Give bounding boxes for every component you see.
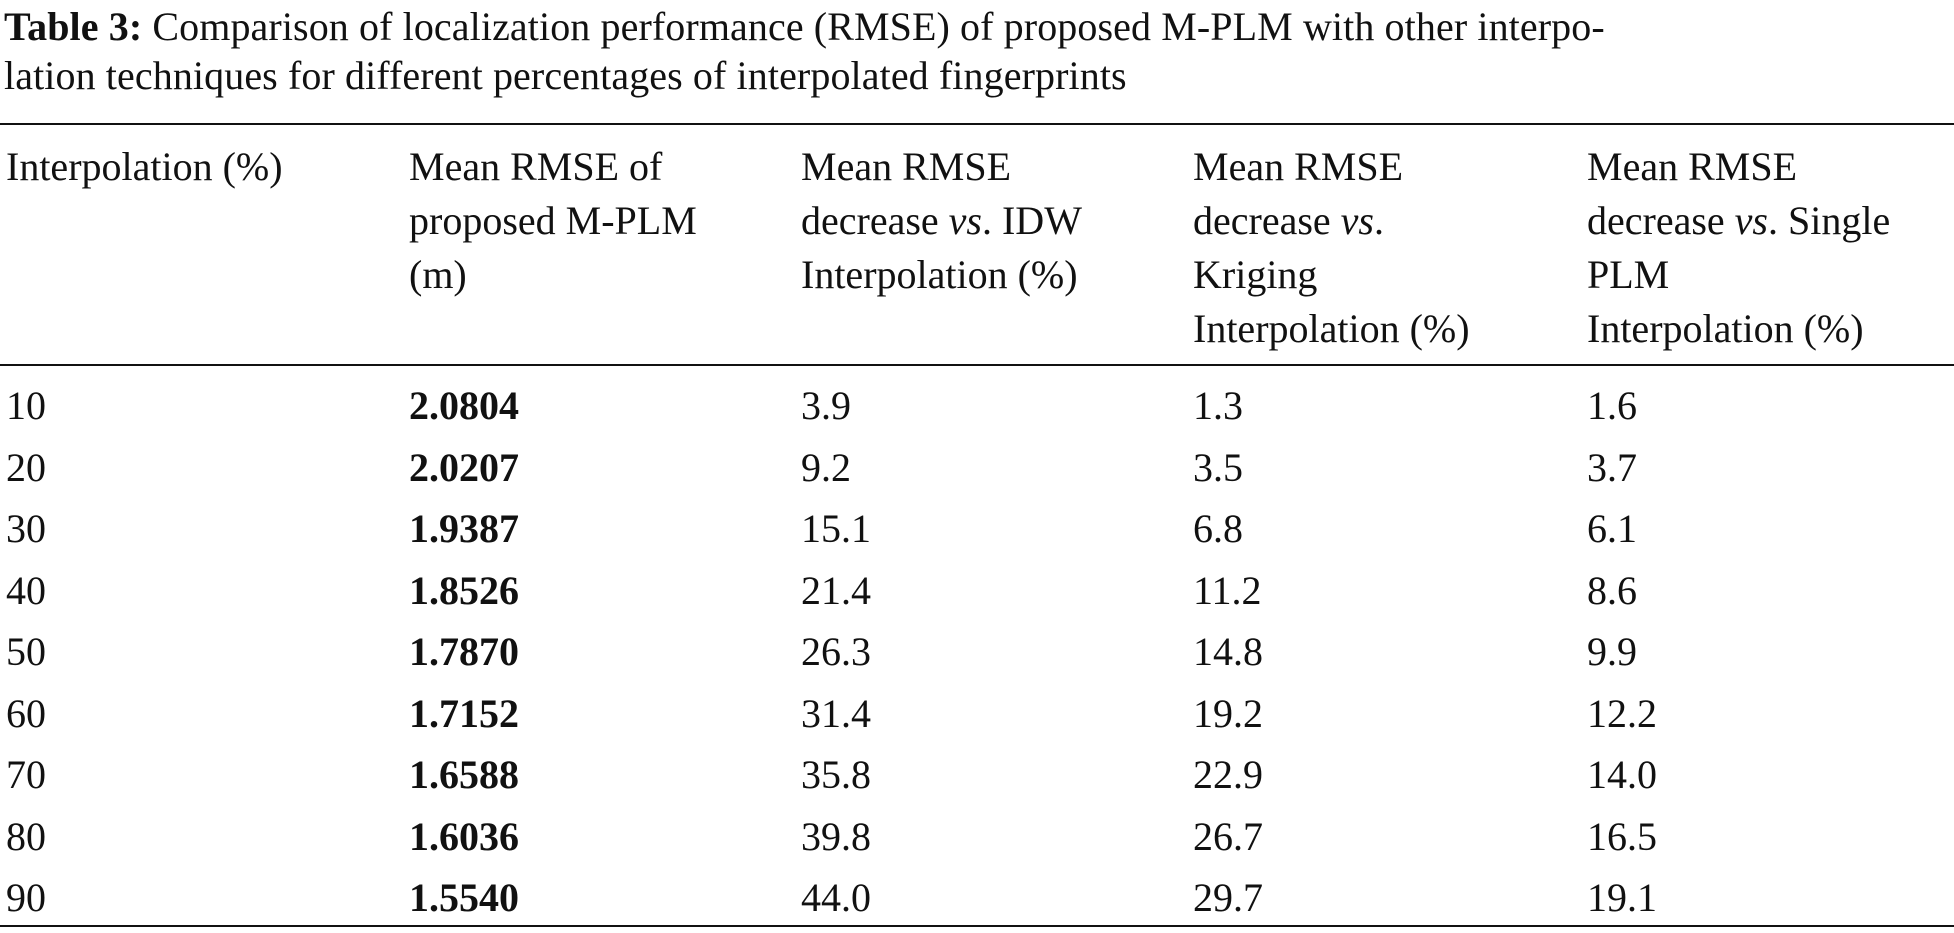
cell-vs-idw: 44.0 [801, 875, 871, 920]
cell-interpolation: 30 [6, 506, 46, 551]
cell-interpolation: 60 [6, 690, 46, 736]
cell-mean-rmse: 1.9387 [409, 506, 519, 551]
header-text: decrease [801, 198, 949, 243]
cell-vs-kriging: 3.5 [1193, 444, 1243, 490]
header-vs-kriging: Mean RMSE decrease vs. Kriging Interpola… [1193, 140, 1470, 356]
table-row: 10 2.0804 3.9 1.3 1.6 [0, 375, 1954, 437]
header-text-line: decrease vs. IDW [801, 194, 1082, 248]
header-rule [0, 364, 1954, 366]
cell-mean-rmse: 1.7152 [409, 690, 519, 736]
header-text: Interpolation (%) [6, 144, 283, 189]
cell-mean-rmse: 1.6036 [409, 813, 519, 859]
header-text: Interpolation (%) [1587, 306, 1864, 351]
cell-mean-rmse: 2.0804 [409, 383, 519, 428]
cell-vs-idw: 21.4 [801, 567, 871, 613]
table-body: 10 2.0804 3.9 1.3 1.6 20 2.0207 9.2 3.5 … [0, 375, 1954, 929]
header-text: decrease [1587, 198, 1735, 243]
table-row: 70 1.6588 35.8 22.9 14.0 [0, 744, 1954, 806]
header-text: Kriging [1193, 252, 1318, 297]
header-interpolation: Interpolation (%) [6, 140, 283, 194]
header-vs-idw: Mean RMSE decrease vs. IDW Interpolation… [801, 140, 1082, 302]
header-text: Interpolation (%) [1193, 306, 1470, 351]
table-row: 30 1.9387 15.1 6.8 6.1 [0, 498, 1954, 560]
header-text: (m) [409, 252, 467, 297]
cell-vs-idw: 15.1 [801, 506, 871, 551]
header-text-italic: vs [948, 198, 982, 243]
cell-vs-kriging: 1.3 [1193, 383, 1243, 428]
caption-text-1: Comparison of localization performance (… [142, 4, 1605, 49]
header-text: . Single [1767, 198, 1891, 243]
table-row: 40 1.8526 21.4 11.2 8.6 [0, 560, 1954, 622]
cell-vs-kriging: 19.2 [1193, 690, 1263, 736]
cell-vs-single-plm: 8.6 [1587, 567, 1637, 613]
cell-vs-idw: 3.9 [801, 383, 851, 428]
cell-vs-idw: 31.4 [801, 690, 871, 736]
cell-vs-single-plm: 1.6 [1587, 383, 1637, 428]
cell-vs-single-plm: 6.1 [1587, 506, 1637, 551]
cell-mean-rmse: 2.0207 [409, 444, 519, 490]
table-row: 60 1.7152 31.4 19.2 12.2 [0, 683, 1954, 745]
cell-vs-single-plm: 3.7 [1587, 444, 1637, 490]
cell-mean-rmse: 1.6588 [409, 752, 519, 797]
header-text: decrease [1193, 198, 1341, 243]
caption-label: Table 3: [4, 4, 143, 49]
cell-interpolation: 80 [6, 813, 46, 859]
cell-vs-idw: 35.8 [801, 752, 871, 797]
table-row: 80 1.6036 39.8 26.7 16.5 [0, 806, 1954, 868]
cell-vs-kriging: 6.8 [1193, 506, 1243, 551]
cell-mean-rmse: 1.5540 [409, 875, 519, 920]
cell-vs-kriging: 14.8 [1193, 629, 1263, 674]
header-text-line: decrease vs. Single [1587, 194, 1890, 248]
header-text-line: decrease vs. [1193, 194, 1470, 248]
header-text: PLM [1587, 252, 1670, 297]
header-text: Mean RMSE [1587, 144, 1797, 189]
cell-vs-kriging: 11.2 [1193, 567, 1262, 613]
table-row: 90 1.5540 44.0 29.7 19.1 [0, 867, 1954, 929]
header-mean-rmse: Mean RMSE of proposed M-PLM (m) [409, 140, 697, 302]
cell-vs-single-plm: 16.5 [1587, 813, 1657, 859]
table-row: 50 1.7870 26.3 14.8 9.9 [0, 621, 1954, 683]
bottom-rule [0, 925, 1954, 927]
cell-vs-kriging: 26.7 [1193, 813, 1263, 859]
header-text: proposed M-PLM [409, 198, 697, 243]
cell-interpolation: 20 [6, 444, 46, 490]
table-row: 20 2.0207 9.2 3.5 3.7 [0, 437, 1954, 499]
header-text-italic: vs [1734, 198, 1768, 243]
header-text: Mean RMSE [801, 144, 1011, 189]
cell-vs-single-plm: 14.0 [1587, 752, 1657, 797]
cell-vs-single-plm: 12.2 [1587, 690, 1657, 736]
caption-line-1: Table 3: Comparison of localization perf… [4, 2, 1948, 51]
header-text: . IDW [981, 198, 1082, 243]
cell-vs-single-plm: 9.9 [1587, 629, 1637, 674]
header-text: Mean RMSE [1193, 144, 1403, 189]
cell-vs-kriging: 29.7 [1193, 875, 1263, 920]
caption-line-2: lation techniques for different percenta… [4, 53, 1127, 98]
cell-mean-rmse: 1.8526 [409, 567, 519, 613]
cell-interpolation: 90 [6, 875, 46, 920]
cell-vs-kriging: 22.9 [1193, 752, 1263, 797]
header-text: Interpolation (%) [801, 252, 1078, 297]
header-text: . [1373, 198, 1384, 243]
cell-vs-idw: 39.8 [801, 813, 871, 859]
cell-vs-single-plm: 19.1 [1587, 875, 1657, 920]
header-text-italic: vs [1340, 198, 1374, 243]
header-text: Mean RMSE of [409, 144, 663, 189]
header-vs-single-plm: Mean RMSE decrease vs. Single PLM Interp… [1587, 140, 1890, 356]
cell-interpolation: 50 [6, 629, 46, 674]
cell-interpolation: 10 [6, 383, 46, 428]
cell-vs-idw: 9.2 [801, 444, 851, 490]
cell-interpolation: 70 [6, 752, 46, 797]
cell-mean-rmse: 1.7870 [409, 629, 519, 674]
cell-vs-idw: 26.3 [801, 629, 871, 674]
cell-interpolation: 40 [6, 567, 46, 613]
top-rule [0, 123, 1954, 125]
table-caption: Table 3: Comparison of localization perf… [4, 2, 1948, 100]
